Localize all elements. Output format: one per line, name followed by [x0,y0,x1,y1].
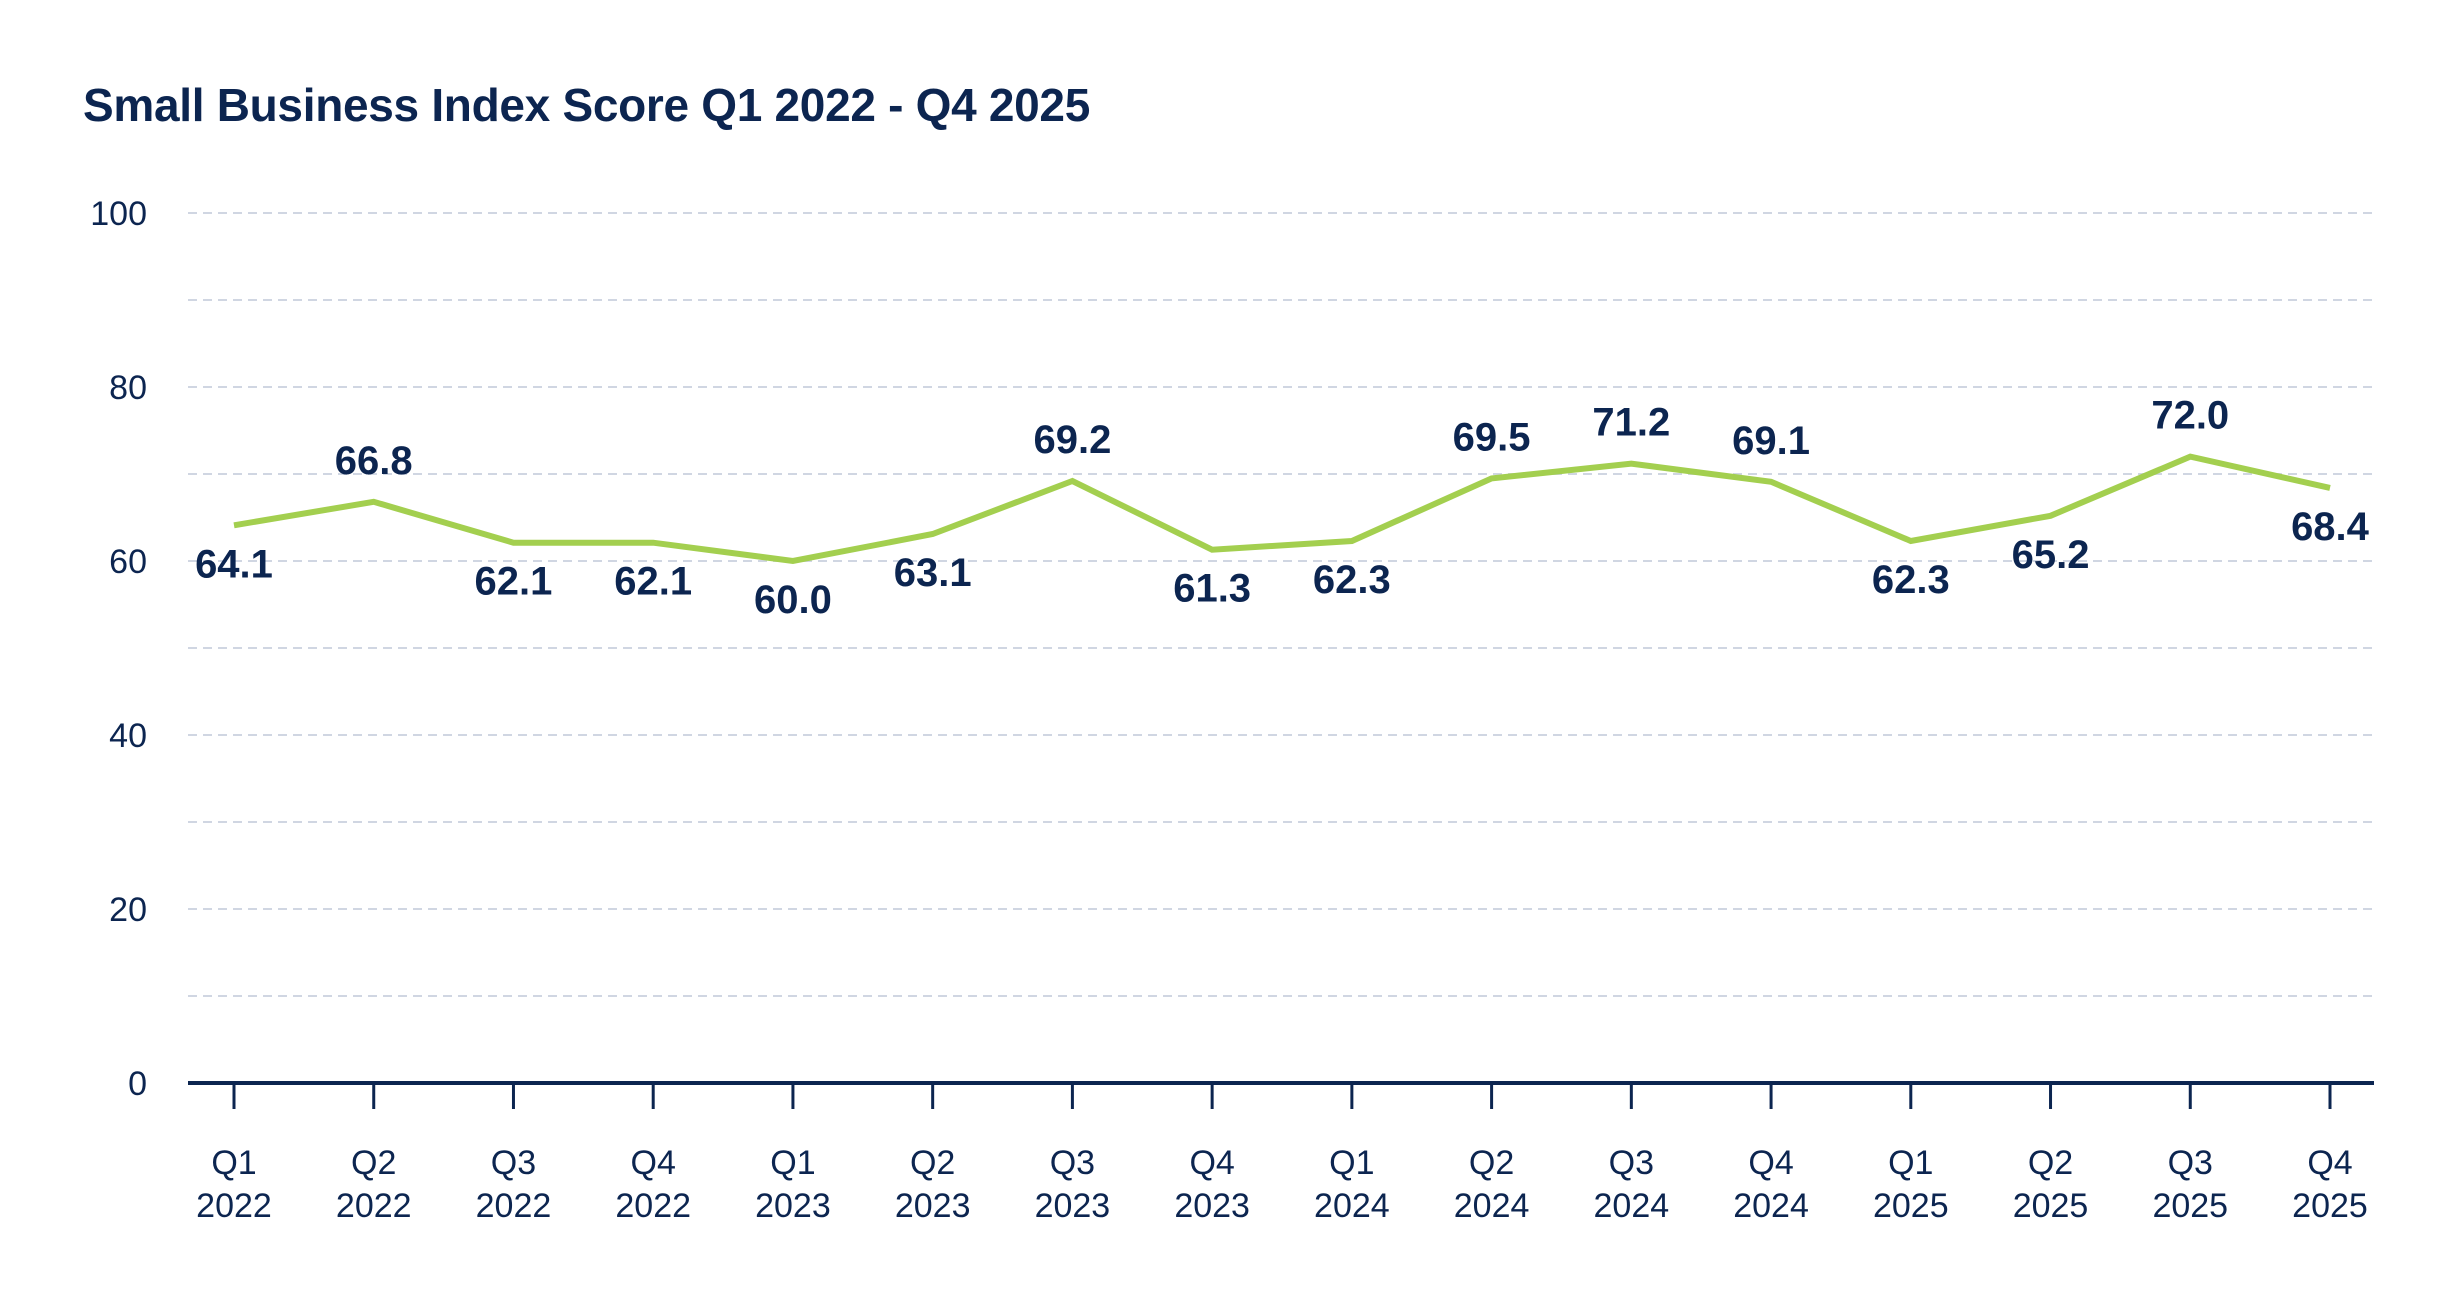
chart-title: Small Business Index Score Q1 2022 - Q4 … [83,79,1090,131]
x-axis-tick-label: Q4 2023 [1174,1144,1250,1225]
data-labels: 64.1 66.8 62.1 62.1 60.0 63.1 69.2 61.3 62.3 69.5… [195,394,2370,622]
data-label: 69.2 [1033,418,1111,462]
x-axis-tick-label: Q4 2025 [2292,1144,2368,1225]
data-label: 69.1 [1732,419,1810,463]
y-axis-tick-label: 80 [109,369,147,407]
y-axis-tick-label: 0 [128,1065,147,1103]
x-axis-tick-label: Q3 2024 [1594,1144,1670,1225]
y-axis-labels: 0 20 40 60 80 100 [90,195,147,1103]
data-series [233,453,2331,565]
data-label: 66.8 [335,439,413,483]
data-label: 72.0 [2151,394,2229,438]
data-label: 65.2 [2012,533,2090,577]
data-label: 60.0 [754,578,832,622]
x-axis-tick-label: Q1 2022 [196,1144,272,1225]
x-axis-tick-label: Q1 2023 [755,1144,831,1225]
x-axis-tick-label: Q2 2024 [1454,1144,1530,1225]
y-axis-tick-label: 60 [109,543,147,581]
x-axis-tick-label: Q2 2022 [336,1144,412,1225]
data-label: 62.1 [475,560,553,604]
x-axis-tick-label: Q1 2024 [1314,1144,1390,1225]
x-axis-tick-label: Q4 2024 [1733,1144,1809,1225]
data-label: 71.2 [1592,401,1670,445]
x-axis-tick-label: Q3 2025 [2152,1144,2228,1225]
gridlines [188,212,2372,997]
data-label: 62.1 [614,560,692,604]
data-label: 62.3 [1313,558,1391,602]
series-line [233,453,2331,565]
y-axis-tick-label: 40 [109,717,147,755]
data-label: 61.3 [1173,567,1251,611]
x-axis: Q1 2022 Q2 2022 Q3 2022 Q4 2022 Q1 2023 Q2 2023 Q3 20… [188,1081,2374,1225]
data-label: 69.5 [1453,415,1531,459]
x-axis-tick-label: Q3 2023 [1035,1144,1111,1225]
y-axis-tick-label: 100 [90,195,147,233]
x-axis-tick-label: Q1 2025 [1873,1144,1949,1225]
y-axis-tick-label: 20 [109,891,147,929]
data-label: 64.1 [195,542,273,586]
x-axis-tick-label: Q4 2022 [615,1144,691,1225]
x-axis-tick-label: Q3 2022 [476,1144,552,1225]
data-label: 68.4 [2291,505,2370,549]
x-axis-tick-label: Q2 2025 [2013,1144,2089,1225]
data-label: 63.1 [894,551,972,595]
x-axis-tick-label: Q2 2023 [895,1144,971,1225]
data-label: 62.3 [1872,558,1950,602]
